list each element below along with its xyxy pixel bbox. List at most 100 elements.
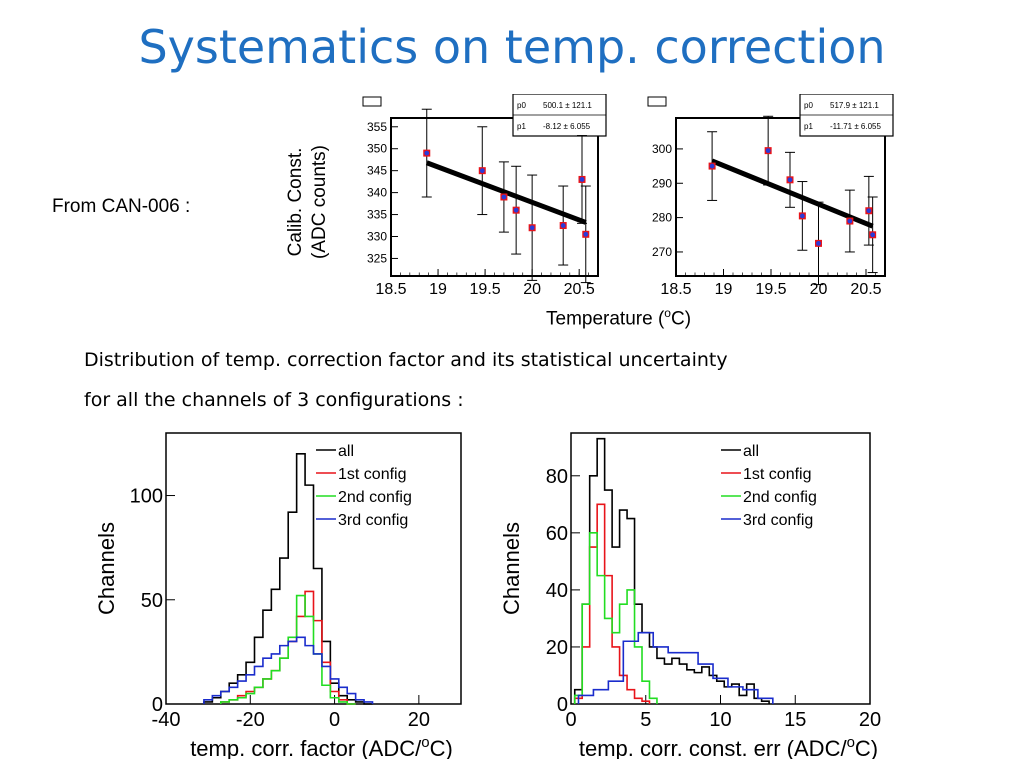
data-point-center [560,223,566,228]
y-tick-label: 280 [652,211,672,225]
axis-label-line-1: Calib. Const. [285,148,306,257]
data-point-center [847,218,853,224]
x-tick-label: 20 [523,281,541,298]
y-tick-label: 345 [367,164,387,178]
data-point-center [799,213,805,219]
fit-p1-value: -8.12 ± 6.055 [543,122,591,131]
y-tick-label: 270 [652,245,672,259]
x-tick-label: 15 [784,709,806,731]
x-tick-label: 19 [715,281,733,298]
y-tick-label: 330 [367,230,387,244]
y-tick-label: 50 [141,590,163,612]
fit-p0-name: p0 [804,101,813,110]
legend-label: 1st config [338,466,406,483]
y-tick-label: 340 [367,186,387,200]
x-tick-label: -20 [236,709,265,731]
x-tick-label: 19.5 [755,281,786,298]
y-tick-label: 0 [557,694,568,716]
y-tick-label: 290 [652,176,672,190]
data-point-center [709,163,715,169]
fit-p1-name: p1 [517,122,526,131]
source-label: From CAN-006 : [52,196,191,217]
calib-vs-temp-plot-1: 18.5 19 19.5 20 20.5 325 330 335 340 345 350 355 p0 5… [362,94,607,298]
fit-p0-value: 517.9 ± 121.1 [830,101,879,110]
fit-p0-name: p0 [517,101,526,110]
x-tick-label: 20 [810,281,828,298]
description-line-1: Distribution of temp. correction factor … [84,349,728,371]
data-point-center [765,148,771,154]
data-point-center [579,177,585,182]
calib-const-axis-label: Calib. Const. (ADC counts) [285,145,330,259]
histogram-x-label: temp. corr. const. err (ADC/oC) [579,734,878,759]
legend-label: 2nd config [338,489,412,506]
data-point-center [583,231,589,237]
y-tick-label: 325 [367,251,387,265]
histogram-y-label: Channels [499,522,524,615]
data-point-center [479,168,485,174]
x-tick-label: 19.5 [470,281,501,298]
y-tick-label: 335 [367,208,387,222]
y-tick-label: 20 [546,637,568,659]
calib-vs-temp-plot-2: 18.5 19 19.5 20 20.5 270 280 290 300 p0 517.9 ± 12… [647,94,894,298]
data-point-center [424,150,430,156]
data-point-center [529,225,535,231]
histogram-series-2 [573,503,651,704]
temperature-axis-label: Temperature (oC) [546,306,691,330]
xlabel-text: Temperature ( [546,308,665,330]
xlabel-unit: C) [670,308,692,330]
legend-label: 3rd config [338,512,408,529]
histogram-series-1 [573,437,770,704]
legend-label: 2nd config [743,489,817,506]
plot-label-box [647,96,667,107]
fit-p1-name: p1 [804,122,813,131]
x-tick-label: 5 [640,709,651,731]
x-tick-label: 19 [429,281,447,298]
x-tick-label: 20 [859,709,881,731]
temp-corr-err-histogram: 0 5 10 15 20 0 20 40 60 80 Channels temp. corr. con… [499,432,881,759]
x-tick-label: 0 [565,709,576,731]
data-point-center [816,240,821,246]
y-tick-label: 40 [546,580,568,602]
y-tick-label: 80 [546,466,568,488]
plot-label-box [362,96,382,107]
x-tick-label: 18.5 [660,281,691,298]
y-tick-label: 350 [367,142,387,156]
legend-label: all [338,443,354,460]
y-tick-label: 0 [152,694,163,716]
fit-p0-value: 500.1 ± 121.1 [543,101,592,110]
x-tick-label: 18.5 [375,281,406,298]
y-tick-label: 60 [546,523,568,545]
data-point-center [787,177,793,183]
histogram-series-4 [577,631,774,704]
histogram-series-4 [203,636,374,704]
data-point-center [866,208,872,214]
legend-label: all [743,443,759,460]
x-tick-label: 10 [709,709,731,731]
x-tick-label: 20 [408,709,430,731]
axis-label-line-2: (ADC counts) [309,145,330,259]
slide-title: Systematics on temp. correction [138,20,886,74]
data-point-center [870,232,876,238]
fit-p1-value: -11.71 ± 6.055 [830,122,881,131]
histogram-series-3 [219,594,356,705]
legend-label: 1st config [743,466,811,483]
x-tick-label: 0 [329,709,340,731]
x-tick-label: 20.5 [850,281,881,298]
y-tick-label: 355 [367,120,387,134]
histogram-frame [570,432,871,705]
description-line-2: for all the channels of 3 configurations… [84,389,464,411]
histogram-y-label: Channels [94,522,119,615]
fit-line [711,158,874,229]
legend-label: 3rd config [743,512,813,529]
histogram-series-3 [573,532,658,704]
y-tick-label: 300 [652,142,672,156]
x-tick-label: -40 [152,709,181,731]
x-tick-label: 20.5 [564,281,595,298]
fit-line [425,160,587,225]
y-tick-label: 100 [130,486,163,508]
data-point-center [501,194,507,200]
xlabel-degree: o [664,306,671,320]
data-point-center [513,207,519,213]
histogram-series-1 [203,453,373,705]
temp-corr-factor-histogram: -40 -20 0 20 0 50 100 Channels temp. corr. facto… [94,432,462,759]
